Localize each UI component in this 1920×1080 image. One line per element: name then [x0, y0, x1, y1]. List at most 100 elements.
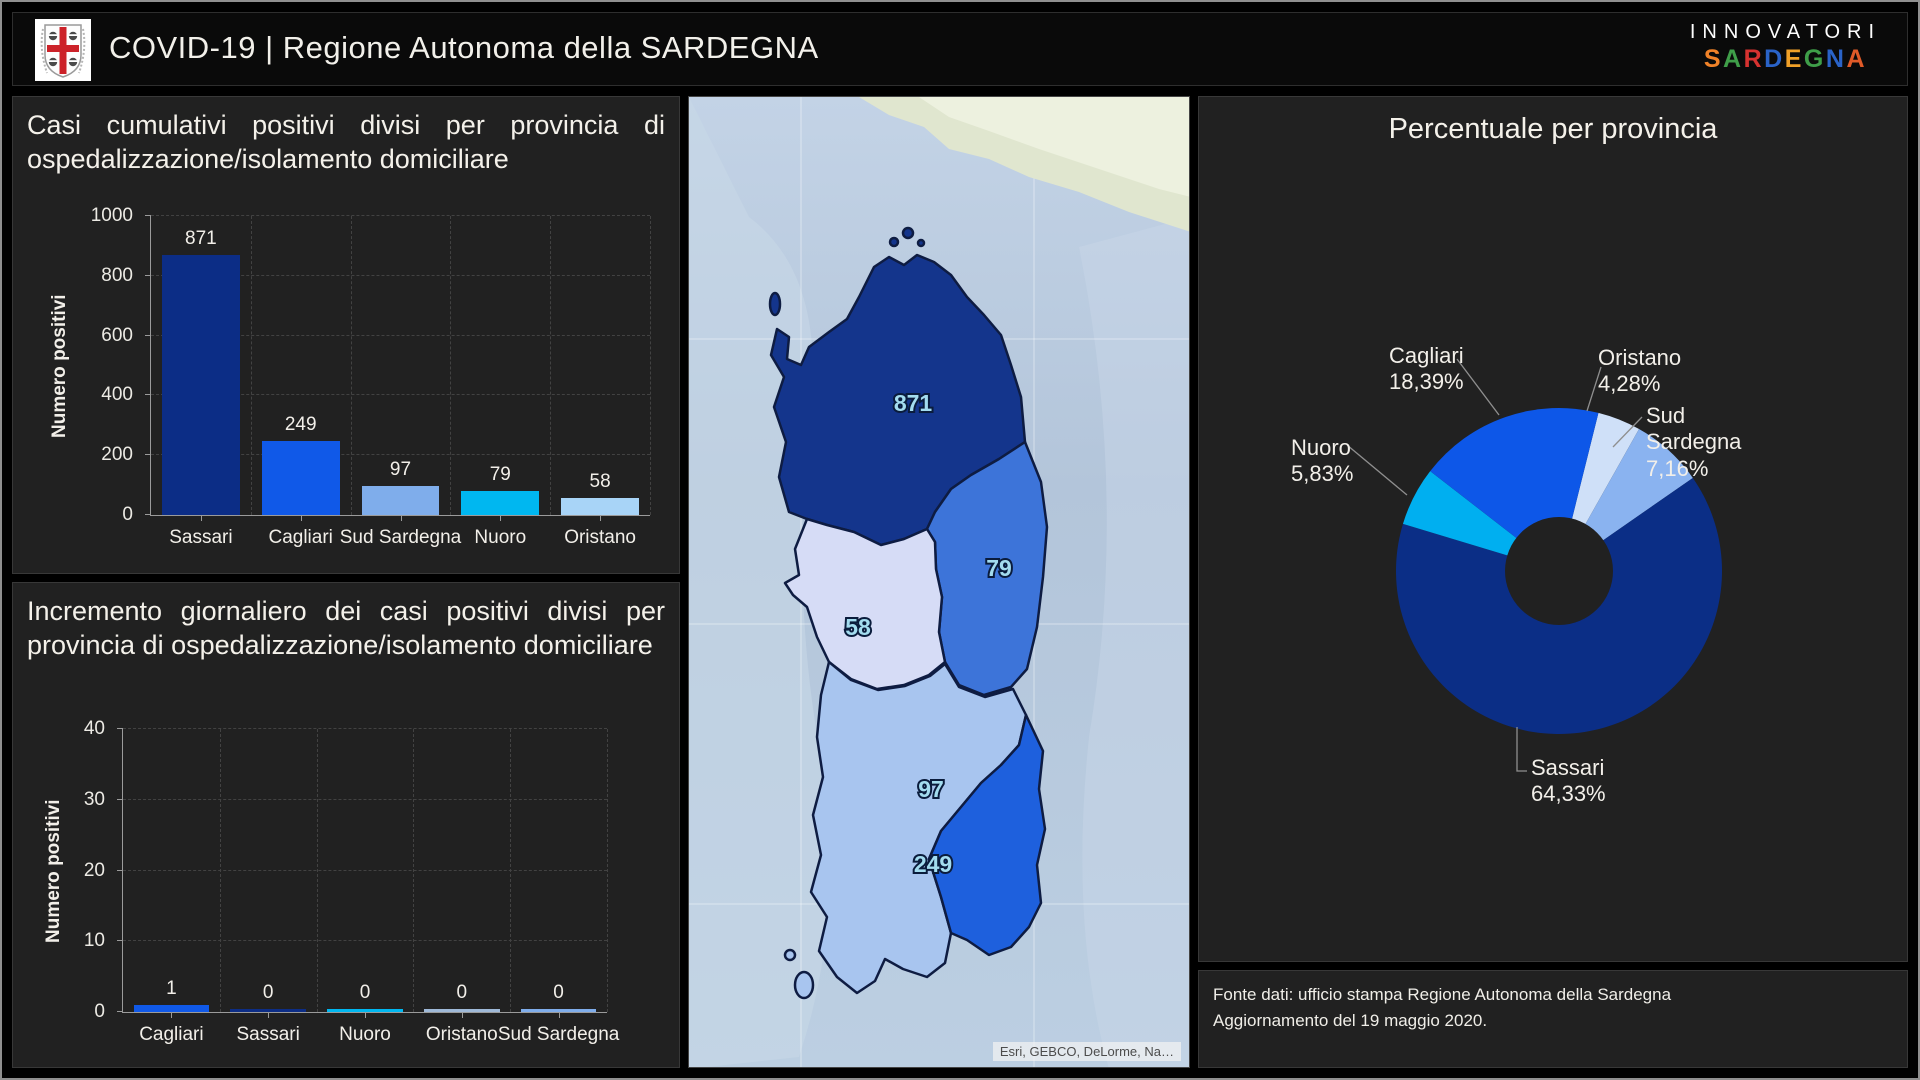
y-tick-mark [117, 869, 123, 871]
coastal-shallows-west [689, 97, 831, 1067]
x-category-label: Oristano [564, 527, 636, 548]
y-tick-label: 600 [101, 324, 133, 346]
x-tick-mark [400, 515, 402, 521]
y-tick-mark [145, 274, 151, 276]
y-tick-label: 10 [83, 930, 105, 952]
x-category-label: Oristano [425, 1024, 498, 1045]
v-gridline [510, 729, 512, 1012]
map-label-nuoro: 79 [986, 555, 1012, 581]
brand-letter: E [1784, 45, 1804, 73]
y-tick-mark [145, 215, 151, 216]
update-date-text: Aggiornamento del 19 maggio 2020. [1213, 1011, 1488, 1030]
y-tick-label: 400 [101, 384, 133, 406]
daily-chart-title: Incremento giornaliero dei casi positivi… [27, 596, 665, 661]
brand-letter: D [1764, 45, 1785, 73]
innovatori-sardegna-logo: INNOVATORI SARDEGNA [1690, 21, 1881, 74]
cumulative-chart-title: Casi cumulativi positivi divisi per prov… [27, 110, 665, 175]
x-category-label: Sud Sardegna [339, 527, 462, 548]
bar-oristano[interactable] [561, 497, 640, 515]
header-bar: COVID-19 | Regione Autonoma della SARDEG… [12, 12, 1908, 86]
bar-nuoro[interactable] [461, 491, 540, 515]
map-label-oristano: 58 [845, 614, 871, 640]
brand-letter: G [1803, 45, 1826, 73]
h-gridline [123, 869, 607, 871]
y-tick-label: 0 [122, 504, 133, 525]
pie-leader-line [1586, 366, 1602, 412]
panel-daily-increment: Incremento giornaliero dei casi positivi… [12, 582, 680, 1068]
h-gridline [123, 940, 607, 942]
x-category-label: Sassari [236, 1024, 300, 1045]
brand-letter: A [1846, 45, 1867, 73]
bar-oristano[interactable] [424, 1009, 500, 1012]
province-donut-chart[interactable] [1199, 97, 1909, 963]
x-category-label: Cagliari [268, 527, 333, 548]
x-category-label: Sassari [169, 527, 233, 548]
province-oristano [783, 517, 947, 691]
y-tick-label: 0 [94, 1001, 105, 1022]
bar-value-label: 0 [553, 982, 564, 1003]
h-gridline [151, 454, 650, 456]
brand-letter: A [1723, 45, 1744, 73]
bar-value-label: 0 [456, 982, 468, 1003]
v-gridline [316, 729, 318, 1012]
sardinia-coat-of-arms-logo [35, 19, 91, 81]
corsica-highlands [919, 97, 1189, 197]
panel-map: 871 79 58 97 249 Esri, GEBCO, DeLorme, Na… [688, 96, 1190, 1068]
h-gridline [151, 334, 650, 336]
brand-letter: N [1825, 45, 1847, 73]
page-title: COVID-19 | Regione Autonoma della SARDEG… [109, 30, 819, 65]
sardinia-choropleth-map[interactable]: 871 79 58 97 249 [689, 97, 1190, 1068]
panel-source-footer: Fonte dati: ufficio stampa Regione Auton… [1198, 970, 1908, 1068]
bar-sud-sardegna[interactable] [520, 1009, 597, 1012]
y-tick-mark [145, 454, 151, 456]
y-tick-mark [117, 728, 123, 729]
v-gridline [450, 216, 452, 515]
x-category-label: Sud Sardegna [497, 1024, 620, 1045]
map-value-labels: 871 79 58 97 249 [843, 388, 1014, 879]
bar-sud-sardegna[interactable] [361, 486, 440, 515]
bar-sassari[interactable] [161, 254, 240, 515]
bar-value-label: 58 [589, 470, 611, 492]
bar-cagliari[interactable] [133, 1004, 210, 1012]
h-gridline [123, 728, 607, 729]
h-gridline [123, 798, 607, 800]
brand-letter: R [1743, 45, 1765, 73]
bar-nuoro[interactable] [327, 1009, 403, 1012]
province-polygons[interactable] [768, 226, 1049, 1000]
v-gridline [650, 216, 651, 515]
province-cagliari [927, 713, 1047, 957]
v-gridline [607, 729, 608, 1012]
y-tick-label: 30 [83, 788, 105, 810]
h-gridline [151, 394, 650, 396]
cumulative-bar-chart[interactable]: 0 200 400 600 800 1000 871 Sassari 249 Cagliari 97… [91, 205, 651, 548]
x-tick-mark [300, 515, 302, 521]
bar-cagliari[interactable] [261, 440, 340, 515]
x-tick-mark [365, 1012, 366, 1018]
h-gridline [151, 215, 650, 216]
v-gridline [550, 216, 552, 515]
v-gridline [219, 729, 221, 1012]
v-gridline [250, 216, 252, 515]
map-attribution[interactable]: Esri, GEBCO, DeLorme, Na… [992, 1042, 1181, 1061]
map-label-sud-sardegna: 97 [918, 776, 944, 802]
bar-sassari[interactable] [230, 1009, 306, 1012]
map-label-cagliari: 249 [914, 851, 952, 877]
brand-letter: S [1703, 45, 1724, 73]
y-tick-label: 20 [83, 859, 105, 881]
y-tick-mark [117, 798, 123, 800]
donut-hole [1505, 517, 1613, 625]
daily-bar-chart[interactable]: 0 10 20 30 40 1 Cagliari 0 Sassari 0 Nuoro 0 Oristan… [84, 718, 619, 1045]
pie-label-oristano: Oristano 4,28% [1598, 345, 1682, 397]
y-tick-label: 800 [101, 264, 133, 286]
brand-line2: SARDEGNA [1690, 45, 1881, 74]
x-tick-mark [600, 515, 602, 521]
bar-value-label: 79 [489, 464, 511, 486]
small-islands [768, 226, 926, 1000]
y-tick-mark [117, 1011, 123, 1012]
bar-value-label: 249 [284, 413, 317, 435]
x-tick-mark [268, 1012, 270, 1018]
x-category-label: Nuoro [339, 1024, 391, 1045]
x-category-label: Nuoro [474, 527, 527, 548]
pie-label-nuoro: Nuoro 5,83% [1291, 435, 1354, 487]
pie-leader-line [1612, 416, 1643, 448]
